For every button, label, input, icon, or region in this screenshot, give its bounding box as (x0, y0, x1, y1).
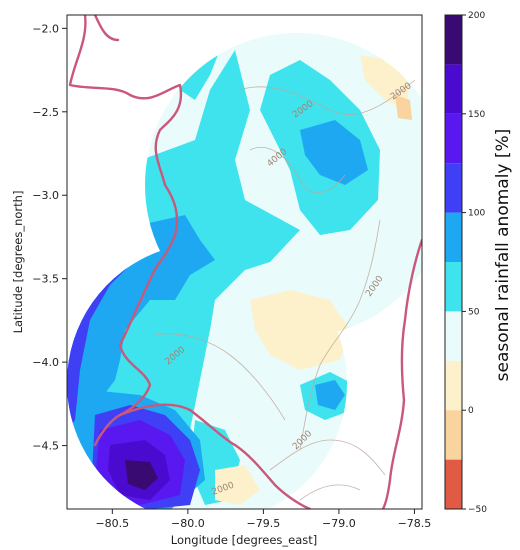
national-border-east (381, 238, 422, 509)
map-frame (66, 14, 423, 510)
topography-contours (154, 79, 416, 501)
anomaly-field-75-100-south-east (315, 380, 345, 410)
colorbar-bin (445, 360, 462, 411)
x-tick-label: −80.5 (95, 517, 129, 530)
colorbar-tick-label: 200 (468, 11, 485, 21)
contour-line (249, 147, 346, 194)
anomaly-field-0-25-south (215, 465, 260, 505)
y-tick-label: −3.0 (32, 189, 59, 202)
colorbar-tick-label: 150 (468, 110, 485, 120)
anomaly-field-0-25-centre (250, 290, 350, 370)
contour-line (299, 484, 361, 501)
colorbar-bin (445, 311, 462, 361)
anomaly-field-175-200 (125, 460, 158, 490)
colorbar-bin (445, 15, 462, 65)
colorbar-tick-label: 50 (468, 307, 480, 317)
y-tick-label: −2.0 (32, 22, 59, 35)
x-axis-ticks: −80.5 −80.0 −79.5 −79.0 −78.5 (95, 509, 431, 530)
contour-line (239, 79, 416, 115)
x-tick-label: −80.0 (171, 517, 205, 530)
colorbar-bin (445, 262, 462, 312)
x-tick-label: −79.5 (247, 517, 281, 530)
colorbar-tick-label: 100 (468, 209, 485, 219)
contour-line (154, 333, 286, 421)
coastline (68, 15, 183, 447)
colorbar-bin (445, 459, 462, 509)
colorbar-bin (445, 113, 462, 164)
x-tick-label: −79.0 (322, 517, 356, 530)
colorbar-tick-label: 0 (468, 406, 474, 416)
y-tick-label: −2.5 (32, 106, 59, 119)
y-axis-label: Latitude [degrees_north] (11, 191, 25, 334)
colorbar (445, 15, 462, 509)
colorbar-frame (444, 14, 463, 510)
anomaly-field-minus-25-0 (395, 95, 412, 120)
y-axis-ticks: −2.0 −2.5 −3.0 −3.5 −4.0 −4.5 (32, 22, 67, 453)
y-tick-label: −3.5 (32, 273, 59, 286)
x-axis-label: Longitude [degrees_east] (171, 533, 318, 547)
contour-line (269, 439, 386, 476)
contour-line (299, 219, 381, 451)
x-tick-label: −78.5 (398, 517, 432, 530)
colorbar-bin (445, 163, 462, 213)
map-panel: 2000 2000 4000 2000 2000 2000 2000 (67, 15, 422, 509)
national-border (118, 403, 312, 509)
y-tick-label: −4.5 (32, 440, 59, 453)
coastline-north (93, 15, 120, 42)
colorbar-ticks: −50 0 50 100 150 200 (462, 11, 487, 515)
colorbar-bin (445, 64, 462, 114)
coastline-and-border (68, 15, 422, 509)
y-tick-label: −4.0 (32, 356, 59, 369)
colorbar-label: seasonal rainfall anomaly [%] (493, 129, 513, 382)
anomaly-field-75-100-east (300, 120, 368, 185)
colorbar-tick-label: −50 (468, 505, 487, 515)
colorbar-bin (445, 410, 462, 460)
colorbar-bin (445, 212, 462, 262)
